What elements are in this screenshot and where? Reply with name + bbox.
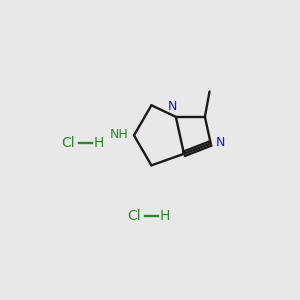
- Text: NH: NH: [110, 128, 129, 141]
- Text: H: H: [94, 136, 104, 150]
- Text: N: N: [216, 136, 225, 149]
- Text: H: H: [160, 209, 170, 223]
- Text: Cl: Cl: [61, 136, 74, 150]
- Text: N: N: [168, 100, 177, 113]
- Text: Cl: Cl: [127, 209, 141, 223]
